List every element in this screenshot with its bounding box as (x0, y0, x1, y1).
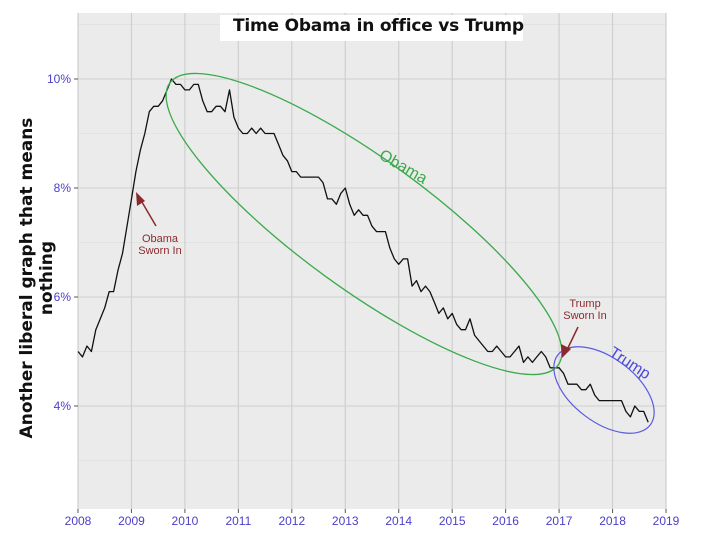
svg-text:Sworn In: Sworn In (563, 310, 606, 322)
x-tick-label: 2012 (278, 514, 305, 528)
trump-sworn-in-annotation: Trump Sworn In (561, 298, 607, 358)
trump-ellipse (553, 346, 655, 434)
svg-text:Sworn In: Sworn In (138, 245, 181, 257)
x-tick-label: 2016 (492, 514, 519, 528)
svg-text:Obama: Obama (142, 233, 179, 245)
y-axis-label: Another liberal graph that means nothing (17, 117, 57, 439)
x-tick-label: 2017 (546, 514, 573, 528)
y-tick-label: 10% (47, 72, 71, 86)
chart-title: Time Obama in office vs Trump (233, 16, 524, 36)
x-tick-label: 2009 (118, 514, 145, 528)
x-tick-label: 2011 (225, 514, 251, 528)
x-tick-label: 2019 (653, 514, 680, 528)
x-tick-label: 2015 (439, 514, 466, 528)
plot-panel (78, 13, 666, 509)
title-box (220, 15, 523, 41)
x-tick-label: 2013 (332, 514, 359, 528)
x-tick-label: 2014 (385, 514, 412, 528)
x-tick-label: 2018 (599, 514, 626, 528)
y-tick-label: 8% (54, 181, 72, 195)
y-tick-label: 6% (54, 290, 72, 304)
y-tick-label: 4% (54, 399, 72, 413)
obama-sworn-in-annotation: Obama Sworn In (136, 192, 182, 257)
x-axis-ticks: 2008 2009 2010 2011 2012 2013 2014 2015 2016 2017… (65, 509, 680, 528)
y-axis-ticks: 4% 6% 8% 10% (47, 72, 78, 413)
x-tick-label: 2010 (172, 514, 199, 528)
svg-text:Trump: Trump (569, 298, 600, 310)
obama-ellipse (165, 72, 563, 376)
x-tick-label: 2008 (65, 514, 92, 528)
